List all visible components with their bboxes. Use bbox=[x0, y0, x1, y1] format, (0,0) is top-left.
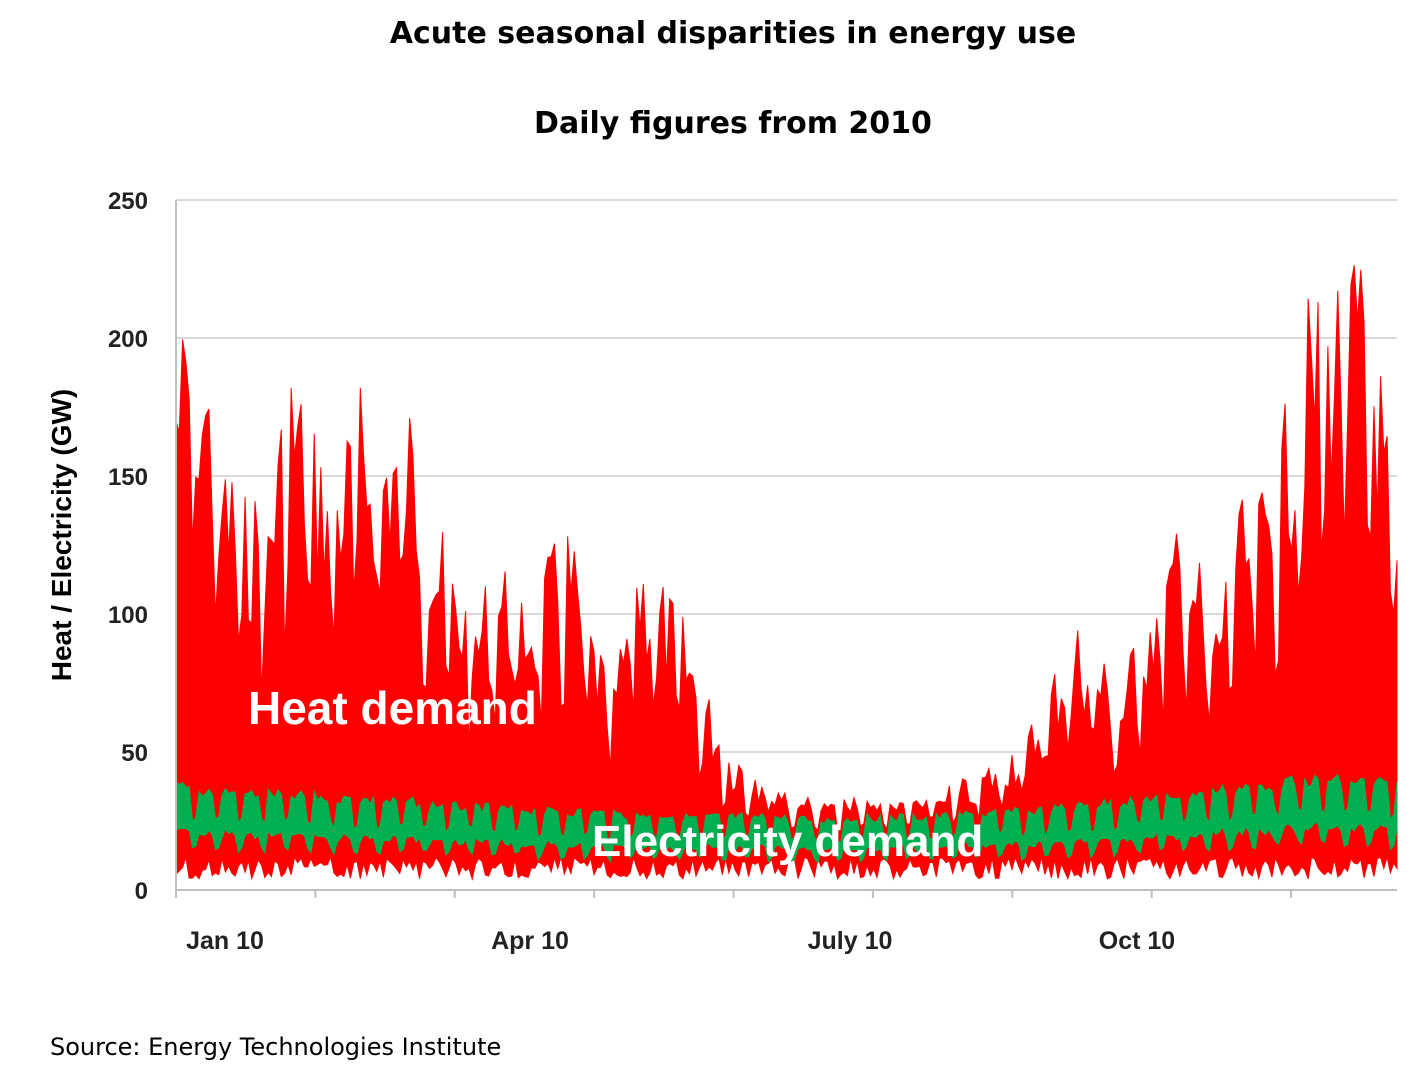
heat-electricity-chart: 0 50 100 150 200 250 Jan 10 Apr 10 July 10 Oct 1… bbox=[46, 188, 1398, 955]
x-tick-label: Oct 10 bbox=[1099, 927, 1175, 955]
y-tick-label: 200 bbox=[108, 326, 148, 353]
electricity-demand-series bbox=[175, 773, 1398, 864]
heat-demand-area bbox=[175, 265, 1398, 881]
x-tick-labels: Jan 10 Apr 10 July 10 Oct 10 bbox=[186, 927, 1175, 955]
y-tick-label: 250 bbox=[108, 188, 148, 215]
y-axis-label: Heat / Electricity (GW) bbox=[46, 389, 77, 682]
source-note: Source: Energy Technologies Institute bbox=[50, 1033, 502, 1061]
x-tick-label: July 10 bbox=[808, 927, 893, 955]
axes bbox=[175, 200, 1397, 898]
y-tick-label: 0 bbox=[135, 878, 148, 905]
chart-title: Acute seasonal disparities in energy use bbox=[389, 16, 1077, 51]
electricity-demand-area bbox=[175, 773, 1398, 864]
heat-demand-label: Heat demand bbox=[248, 682, 537, 734]
x-tick-label: Apr 10 bbox=[491, 927, 569, 955]
chart-subtitle: Daily figures from 2010 bbox=[534, 106, 932, 141]
y-tick-labels: 0 50 100 150 200 250 bbox=[108, 188, 148, 905]
electricity-demand-label: Electricity demand bbox=[592, 817, 983, 866]
y-tick-label: 100 bbox=[108, 602, 148, 629]
y-tick-label: 50 bbox=[121, 740, 148, 767]
y-tick-label: 150 bbox=[108, 464, 148, 491]
heat-demand-series bbox=[175, 265, 1398, 881]
x-tick-label: Jan 10 bbox=[186, 927, 264, 955]
